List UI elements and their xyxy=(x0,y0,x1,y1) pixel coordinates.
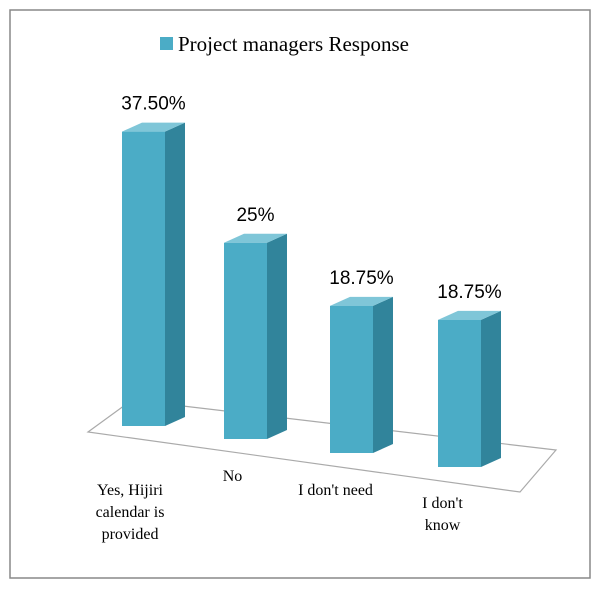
bar xyxy=(438,319,481,467)
data-label: 18.75% xyxy=(329,268,394,289)
x-tick-label: I don't need xyxy=(298,482,373,499)
bar-side xyxy=(165,122,185,426)
bar xyxy=(330,305,373,453)
x-tick-label: Yes, Hijiri calendar is provided xyxy=(95,482,165,543)
bar-top xyxy=(330,296,393,306)
bar-side xyxy=(267,233,287,439)
bar xyxy=(224,242,267,439)
bar xyxy=(122,131,165,426)
bar-side xyxy=(481,310,501,467)
x-tick-label: I don't know xyxy=(422,495,463,534)
data-label: 37.50% xyxy=(121,94,186,115)
floor xyxy=(86,399,558,493)
x-tick-label: No xyxy=(222,468,243,485)
bar-top xyxy=(438,310,501,320)
data-label: 18.75% xyxy=(437,282,502,303)
bar-top xyxy=(224,233,287,243)
data-label: 25% xyxy=(236,205,274,226)
legend-swatch xyxy=(160,37,173,50)
legend-label: Project managers Response xyxy=(178,32,409,56)
bar-top xyxy=(122,122,185,132)
bar-side xyxy=(373,296,393,453)
